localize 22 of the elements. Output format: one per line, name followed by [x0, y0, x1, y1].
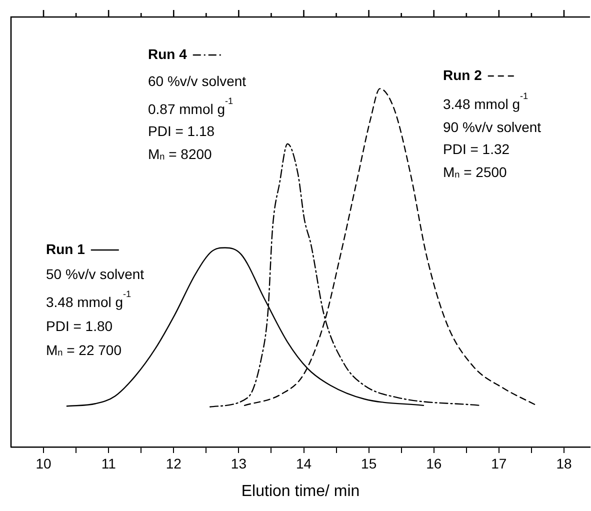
x-tick-label: 11: [101, 455, 116, 472]
annotation: PDI = 1.80: [46, 318, 113, 334]
annotation: Mn = 22 700: [46, 342, 122, 358]
annotation: PDI = 1.18: [148, 122, 215, 139]
annotation: 90 %v/v solvent: [443, 118, 542, 135]
annotation: Mn = 8200: [148, 146, 212, 162]
x-tick-label: 14: [296, 455, 312, 472]
annotation: PDI = 1.32: [443, 140, 510, 157]
annotation: 60 %v/v solvent: [148, 72, 246, 89]
x-tick-label: 13: [230, 455, 247, 472]
x-tick-label: 18: [556, 455, 572, 472]
x-tick-label: 16: [426, 455, 442, 472]
legend-label: Run 1: [46, 240, 86, 257]
legend-label: Run 2: [443, 66, 482, 83]
annotation: 50 %v/v solvent: [46, 266, 144, 282]
x-tick-label: 17: [491, 455, 507, 472]
x-axis-title: Elution time/ min: [241, 482, 360, 500]
x-tick-label: 10: [36, 455, 52, 472]
annotation: Mn = 2500: [443, 164, 508, 180]
x-tick-label: 12: [166, 455, 182, 472]
legend-label: Run 4: [148, 46, 188, 62]
x-tick-label: 15: [361, 455, 377, 472]
